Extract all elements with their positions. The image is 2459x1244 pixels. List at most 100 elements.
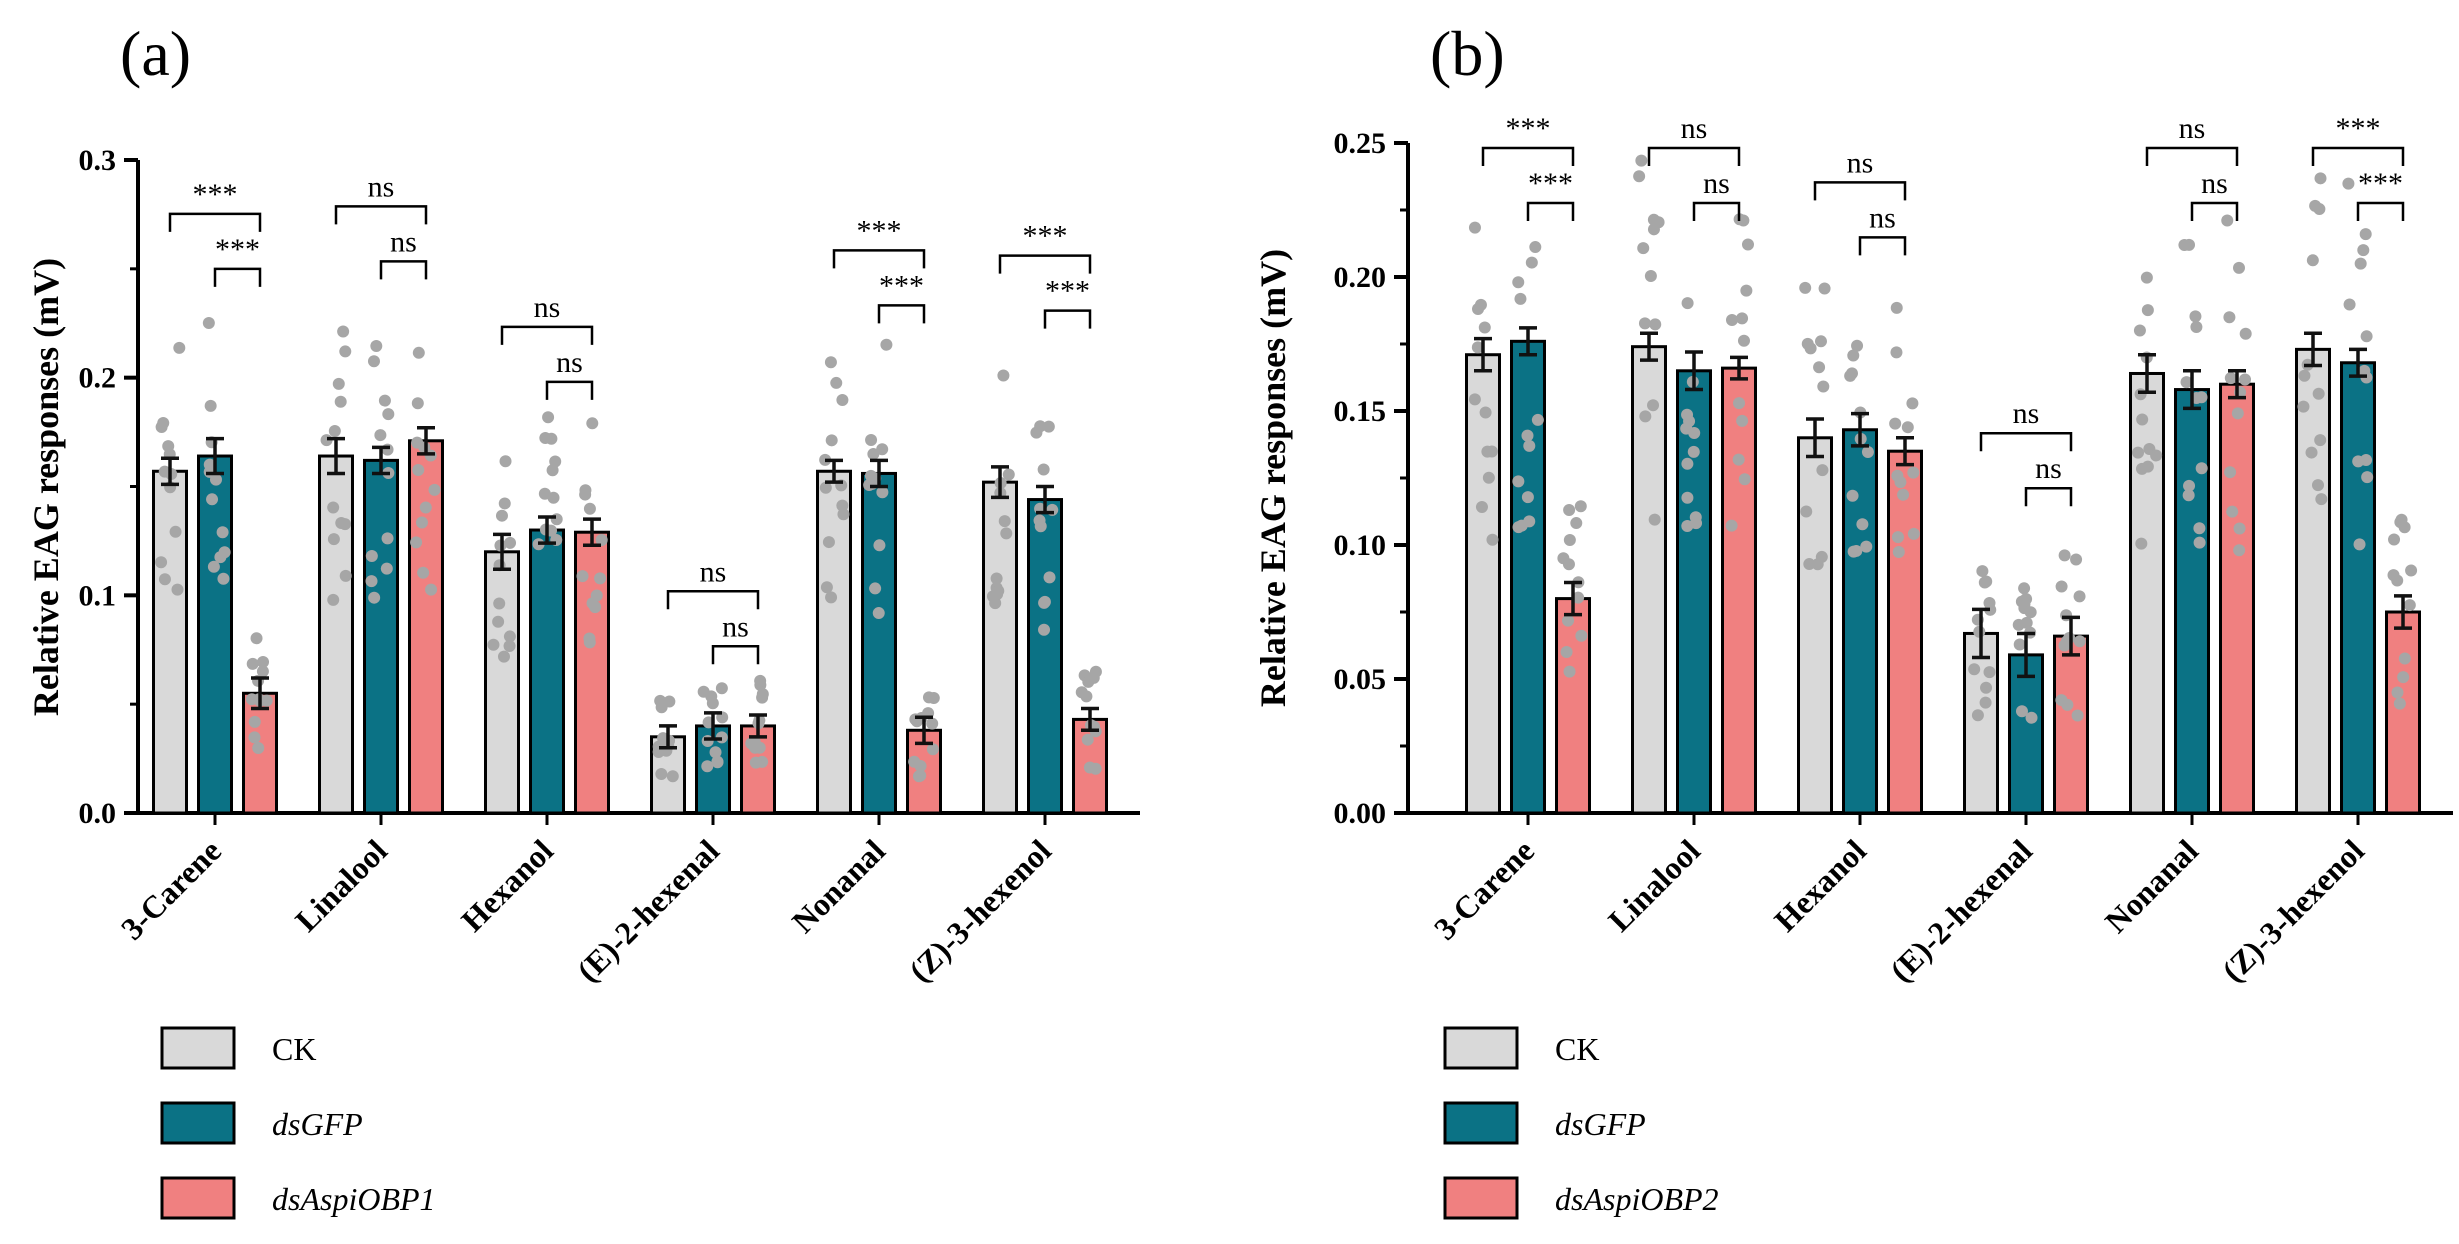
bar-dsAspiOBP2 — [2385, 610, 2421, 815]
data-point — [912, 770, 925, 783]
y-tick-label: 0.10 — [1334, 529, 1387, 562]
data-point — [538, 487, 551, 500]
data-point — [2061, 698, 2074, 711]
data-point — [595, 534, 608, 547]
data-point — [1481, 445, 1494, 458]
data-point — [1037, 463, 1050, 476]
data-point — [876, 443, 889, 456]
y-tick-label: 0.20 — [1334, 261, 1387, 294]
data-point — [1042, 420, 1055, 433]
data-point — [1647, 399, 1660, 412]
data-point — [1525, 256, 1538, 269]
data-point — [2015, 705, 2028, 718]
data-point — [825, 591, 838, 604]
data-point — [158, 573, 171, 586]
data-point — [157, 416, 170, 429]
data-point — [926, 743, 939, 756]
significance-label: ns — [1869, 201, 1896, 234]
data-point — [2314, 434, 2327, 447]
bar-dsAspiOBP1 — [408, 439, 444, 815]
data-point — [2354, 257, 2367, 270]
significance-label: ns — [368, 170, 395, 203]
y-tick-label: 0.2 — [79, 362, 117, 395]
data-point — [257, 655, 270, 668]
data-point — [830, 376, 843, 389]
significance-label: ns — [1847, 146, 1874, 179]
data-point — [1681, 491, 1694, 504]
data-point — [1979, 696, 1992, 709]
data-point — [2311, 479, 2324, 492]
data-point — [2353, 538, 2366, 551]
significance-bracket-inner — [2356, 201, 2405, 221]
data-point — [2055, 580, 2068, 593]
legend-label: dsGFP — [272, 1106, 363, 1142]
data-point — [1575, 629, 1588, 642]
significance-bracket-outer — [832, 249, 926, 269]
legend-label: CK — [1555, 1031, 1599, 1067]
data-point — [328, 424, 341, 437]
data-point — [1512, 475, 1525, 488]
data-point — [1980, 681, 1993, 694]
data-point — [2195, 391, 2208, 404]
category-label: 3-Carene — [114, 832, 228, 946]
data-point — [2357, 244, 2370, 257]
data-point — [497, 650, 510, 663]
category-label: Hexanol — [1767, 832, 1873, 938]
significance-bracket-inner — [2024, 486, 2073, 507]
data-point — [997, 369, 1010, 382]
data-point — [368, 591, 381, 604]
data-point — [1633, 170, 1646, 183]
significance-bracket-outer — [998, 254, 1092, 274]
data-point — [1688, 426, 1701, 439]
data-point — [203, 458, 216, 471]
data-point — [2058, 549, 2071, 562]
significance-label: *** — [879, 269, 924, 302]
data-point — [1681, 457, 1694, 470]
significance-label: ns — [2201, 167, 2228, 200]
significance-bracket-inner — [213, 267, 262, 287]
data-point — [836, 499, 849, 512]
data-point — [837, 508, 850, 521]
data-point — [1803, 558, 1816, 571]
data-point — [705, 690, 718, 703]
data-point — [550, 513, 563, 526]
panel-label: (a) — [120, 18, 191, 89]
data-point — [1737, 214, 1750, 227]
data-point — [2183, 238, 2196, 251]
data-point — [2193, 522, 2206, 535]
data-point — [1736, 312, 1749, 325]
data-point — [1523, 515, 1536, 528]
bar-CK — [484, 550, 520, 815]
data-point — [1038, 596, 1051, 609]
bar-dsGFP — [2340, 361, 2376, 815]
significance-bracket-inner — [545, 380, 594, 400]
bar-dsGFP — [2008, 653, 2044, 815]
data-point — [2180, 376, 2193, 389]
bar-CK — [152, 469, 188, 815]
data-point — [546, 464, 559, 477]
data-point — [327, 533, 340, 546]
data-point — [1856, 518, 1869, 531]
data-point — [1043, 571, 1056, 584]
legend-swatch-CK — [160, 1026, 236, 1070]
panel-a-chart: (a) Relative EAG responses (mV) 0.0 0.1 0.2 0… — [26, 18, 1140, 1220]
data-point — [1075, 686, 1088, 699]
data-point — [252, 742, 265, 755]
data-point — [1976, 565, 1989, 578]
significance-label: *** — [215, 233, 260, 266]
panel-b-chart: (b) Relative EAG responses (mV) 0.00 0.05 0.… — [1253, 18, 2453, 1220]
data-point — [825, 434, 838, 447]
data-point — [1846, 489, 1859, 502]
data-point — [204, 399, 217, 412]
data-point — [1681, 297, 1694, 310]
y-axis-title: Relative EAG responses (mV) — [26, 258, 66, 716]
category-label: (Z)-3-hexenol — [902, 832, 1058, 988]
significance-bracket-inner — [379, 260, 428, 280]
significance-bracket-inner — [711, 645, 760, 665]
data-point — [711, 755, 724, 768]
data-point — [487, 638, 500, 651]
data-point — [1638, 317, 1651, 330]
data-point — [169, 525, 182, 538]
data-point — [655, 768, 668, 781]
data-point — [1847, 545, 1860, 558]
